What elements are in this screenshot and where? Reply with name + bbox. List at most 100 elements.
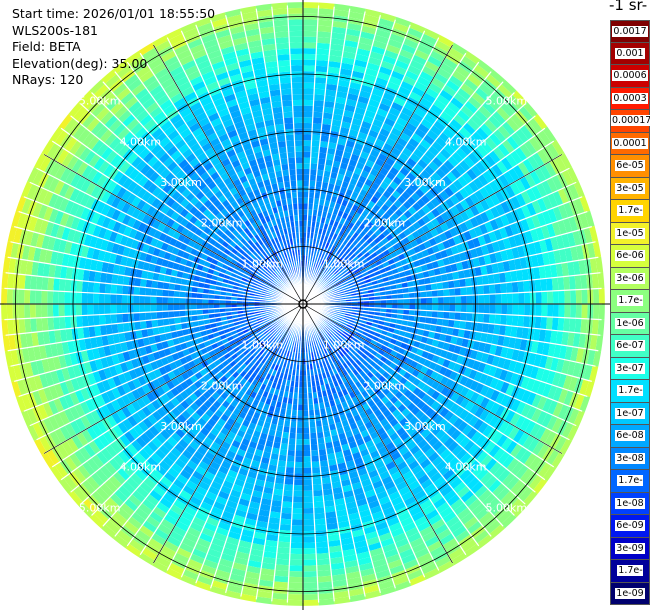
- range-gate: [458, 468, 472, 482]
- range-gate: [373, 363, 382, 372]
- range-gate: [559, 153, 572, 170]
- range-gate: [341, 321, 348, 327]
- range-gate: [456, 507, 472, 521]
- range-gate: [294, 456, 303, 463]
- range-gate: [573, 181, 585, 198]
- range-gate: [366, 229, 375, 237]
- range-gate: [531, 214, 541, 229]
- range-gate: [505, 153, 518, 168]
- range-gate: [460, 312, 467, 322]
- range-gate: [466, 476, 480, 490]
- range-gate: [505, 383, 516, 397]
- range-gate: [546, 223, 556, 238]
- range-gate: [321, 281, 327, 287]
- range-gate: [370, 232, 378, 241]
- range-gate: [488, 313, 496, 325]
- range-gate: [527, 242, 537, 256]
- range-gate: [520, 375, 530, 390]
- range-gate: [326, 147, 336, 155]
- range-gate: [504, 271, 512, 283]
- range-gate: [409, 537, 425, 549]
- range-gate: [150, 288, 158, 297]
- range-gate: [472, 359, 481, 371]
- range-gate: [81, 292, 88, 304]
- range-gate: [572, 260, 581, 276]
- range-gate: [583, 364, 593, 381]
- range-gate: [376, 426, 386, 436]
- range-gate: [345, 366, 353, 374]
- range-gate: [385, 171, 396, 181]
- range-gate: [373, 34, 390, 45]
- range-gate: [414, 188, 425, 199]
- range-gate: [466, 239, 476, 250]
- range-gate: [336, 319, 343, 324]
- range-gate: [393, 501, 407, 512]
- range-gate: [400, 106, 414, 118]
- range-gate: [41, 276, 49, 291]
- range-gate: [425, 396, 436, 408]
- range-gate: [524, 230, 534, 244]
- range-gate: [402, 38, 419, 50]
- range-gate: [410, 112, 424, 124]
- range-gate: [274, 569, 290, 577]
- range-gate: [536, 197, 548, 213]
- range-gate: [511, 246, 520, 260]
- range-gate: [424, 60, 440, 73]
- range-gate: [597, 272, 605, 289]
- range-gate: [342, 362, 349, 370]
- range-gate: [566, 231, 576, 248]
- range-gate: [408, 91, 423, 103]
- range-gate: [455, 304, 462, 313]
- range-gate: [501, 513, 517, 529]
- range-gate: [533, 328, 541, 342]
- range-gate: [546, 277, 553, 292]
- range-gate: [457, 269, 465, 280]
- range-gate: [506, 304, 513, 315]
- range-gate: [417, 473, 430, 485]
- range-gate: [552, 304, 559, 318]
- range-gate: [566, 424, 579, 442]
- range-gate: [292, 507, 303, 514]
- range-gate: [52, 304, 59, 318]
- range-gate: [30, 317, 38, 333]
- range-gate: [421, 33, 438, 46]
- range-gate: [413, 489, 427, 501]
- range-gate: [426, 304, 433, 311]
- range-gate: [369, 124, 382, 134]
- range-gate: [314, 524, 327, 531]
- range-gate: [140, 278, 147, 288]
- range-gate: [389, 431, 400, 442]
- range-gate: [317, 19, 333, 27]
- range-gate: [550, 263, 558, 278]
- range-gate: [326, 278, 333, 285]
- range-gate: [303, 122, 313, 129]
- range-gate: [516, 245, 526, 258]
- range-gate: [421, 204, 431, 215]
- range-gate: [558, 304, 565, 318]
- range-gate: [341, 281, 348, 287]
- range-gate: [529, 422, 542, 438]
- range-gate: [475, 161, 487, 174]
- range-gate: [581, 304, 588, 319]
- range-gate: [339, 162, 349, 171]
- range-gate: [323, 334, 329, 341]
- range-gate: [542, 126, 557, 143]
- range-gate: [385, 137, 397, 148]
- range-gate: [328, 271, 334, 278]
- range-gate: [457, 420, 469, 433]
- range-gate: [484, 136, 498, 151]
- range-gate: [408, 315, 415, 322]
- range-gate: [355, 270, 362, 277]
- range-gate: [481, 101, 497, 115]
- range-gate: [407, 531, 422, 544]
- range-gate: [525, 377, 536, 392]
- range-gate: [356, 48, 371, 57]
- range-gate: [397, 308, 404, 315]
- range-gate: [552, 190, 564, 207]
- range-gate: [303, 7, 319, 15]
- range-gate: [58, 278, 66, 292]
- range-gate: [519, 256, 528, 270]
- range-gate: [507, 426, 520, 441]
- range-gate: [418, 322, 426, 330]
- range-gate: [429, 324, 437, 333]
